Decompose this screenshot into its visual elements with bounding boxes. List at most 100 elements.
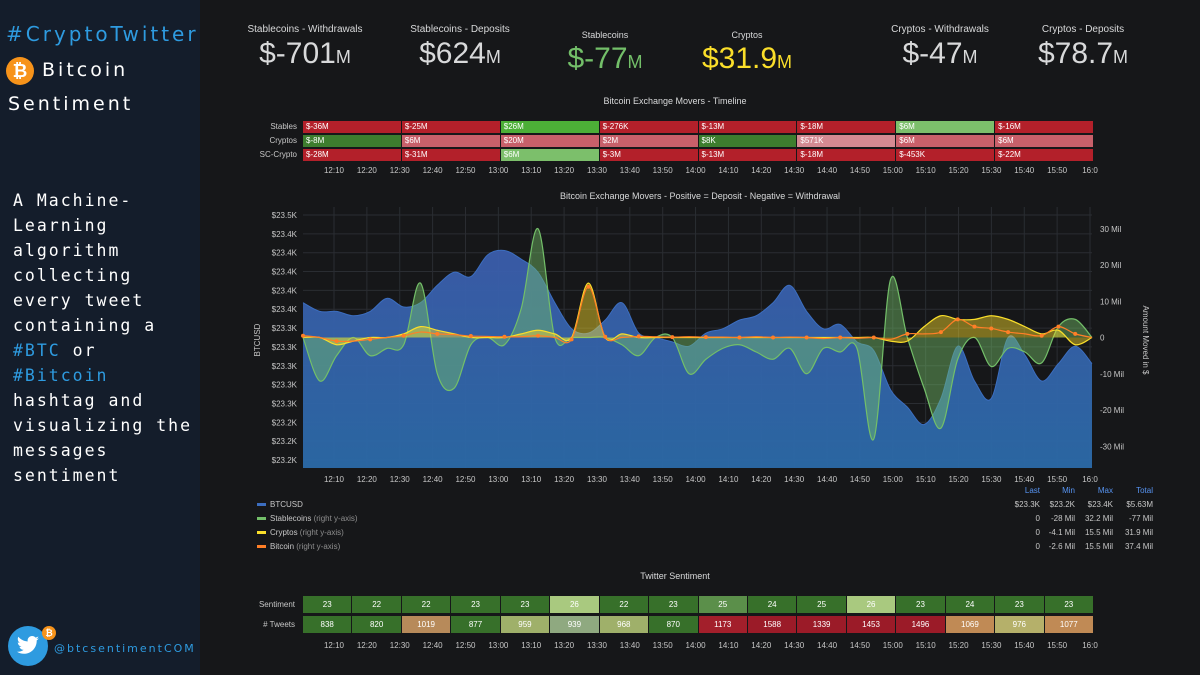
timeline-cell[interactable]: $-453K [896, 149, 996, 161]
timeline-cell[interactable]: $6M [896, 121, 996, 133]
legend-value: 15.5 Mil [1084, 542, 1113, 551]
sentiment-tick-label: 14:00 [685, 641, 706, 650]
timeline-cell[interactable]: $26M [500, 121, 600, 133]
y-tick-label: $23.4K [272, 305, 298, 314]
sentiment-row-label: # Tweets [263, 620, 295, 629]
sentiment-tick-label: 12:50 [455, 641, 476, 650]
timeline-cell[interactable]: $-22M [995, 149, 1094, 161]
timeline-tick-label: 14:00 [685, 166, 706, 175]
sentiment-cell[interactable]: 23 [500, 596, 551, 613]
twitter-handle[interactable]: @btcsentimentCOM [54, 642, 196, 655]
legend-swatch [257, 503, 266, 507]
legend-item-cryptos[interactable]: Cryptos (right y-axis) [257, 528, 344, 537]
sentiment-cell[interactable]: 23 [995, 596, 1045, 613]
sentiment-cell[interactable]: 23 [896, 596, 946, 613]
sentiment-cell[interactable]: 1339 [797, 616, 847, 633]
sentiment-cell[interactable]: 1019 [401, 616, 452, 633]
timeline-cell[interactable]: $6M [995, 135, 1094, 147]
sentiment-cell[interactable]: 959 [500, 616, 551, 633]
sentiment-cell[interactable]: 23 [649, 596, 699, 613]
sentiment-tick-label: 12:20 [356, 641, 377, 650]
stat-stablecoins-withdrawals: Stablecoins - Withdrawals $-701M [235, 24, 375, 76]
timeline-cell[interactable]: $6M [500, 149, 600, 161]
legend-item-stablecoins[interactable]: Stablecoins (right y-axis) [257, 514, 358, 523]
sentiment-cell[interactable]: 25 [797, 596, 847, 613]
timeline-tick-label: 13:30 [586, 166, 607, 175]
sentiment-cell[interactable]: 1077 [1044, 616, 1094, 633]
stat-label: Cryptos [731, 30, 763, 40]
sentiment-cell[interactable]: 877 [451, 616, 501, 633]
sentiment-cell[interactable]: 22 [599, 596, 650, 613]
timeline-tick-label: 12:30 [389, 166, 410, 175]
sentiment-cell[interactable]: 26 [550, 596, 600, 613]
sentiment-cell[interactable]: 24 [747, 596, 798, 613]
timeline-cell[interactable]: $-31M [401, 149, 501, 161]
y2-tick-label: -10 Mil [1100, 370, 1124, 379]
sentiment-cell[interactable]: 838 [303, 616, 353, 633]
bitcoin-point [703, 335, 708, 340]
sentiment-tick-label: 14:50 [849, 641, 870, 650]
timeline-cell[interactable]: $2M [599, 135, 699, 147]
timeline-cell[interactable]: $6M [896, 135, 996, 147]
sentiment-cell[interactable]: 26 [846, 596, 897, 613]
stat-value: $31.9M [701, 42, 793, 75]
timeline-cell[interactable]: $-13M [698, 121, 798, 133]
timeline-cell[interactable]: $20M [500, 135, 600, 147]
bitcoin-point [586, 284, 591, 289]
timeline-cell[interactable]: $-36M [303, 121, 402, 133]
stat-value: $-47M [902, 37, 978, 70]
legend-item-bitcoin[interactable]: Bitcoin (right y-axis) [257, 542, 340, 551]
stat-value: $-701M [259, 37, 351, 70]
timeline-cell[interactable]: $-25M [401, 121, 501, 133]
x-tick-label: 14:30 [784, 475, 805, 484]
bitcoin-point [502, 334, 507, 339]
sentiment-cell[interactable]: 22 [352, 596, 402, 613]
sentiment-cell[interactable]: 24 [945, 596, 996, 613]
timeline-cell[interactable]: $8K [698, 135, 798, 147]
sentiment-tick-label: 14:40 [817, 641, 838, 650]
twitter-bird-icon[interactable] [8, 626, 48, 666]
timeline-cell[interactable]: $-18M [797, 149, 897, 161]
sentiment-cell[interactable]: 976 [995, 616, 1045, 633]
sentiment-tick-label: 13:30 [586, 641, 607, 650]
sentiment-cell[interactable]: 23 [451, 596, 501, 613]
y2-tick-label: 0 [1100, 334, 1105, 343]
legend-value: -4.1 Mil [1048, 528, 1075, 537]
sentiment-cell[interactable]: 968 [599, 616, 650, 633]
timeline-cell[interactable]: $-16M [995, 121, 1094, 133]
legend-header-max[interactable]: Max [1097, 486, 1113, 495]
timeline-cell[interactable]: $-18M [797, 121, 897, 133]
sentiment-cell[interactable]: 1453 [846, 616, 897, 633]
legend-item-btcusd[interactable]: BTCUSD [257, 500, 303, 509]
timeline-tick-label: 12:40 [422, 166, 443, 175]
sentiment-cell[interactable]: 939 [550, 616, 600, 633]
timeline-cell[interactable]: $-276K [599, 121, 699, 133]
sentiment-cell[interactable]: 1173 [698, 616, 748, 633]
timeline-tick-label: 16:0 [1082, 166, 1098, 175]
series-line-bitcoin [302, 286, 1093, 344]
timeline-cell[interactable]: $-28M [303, 149, 402, 161]
sentiment-cell[interactable]: 1588 [747, 616, 798, 633]
sentiment-cell[interactable]: 1069 [945, 616, 996, 633]
sentiment-cell[interactable]: 23 [303, 596, 353, 613]
legend-header-min[interactable]: Min [1062, 486, 1075, 495]
timeline-tick-label: 14:40 [817, 166, 838, 175]
timeline-cell[interactable]: $6M [401, 135, 501, 147]
sentiment-cell[interactable]: 23 [1044, 596, 1094, 613]
legend-header-last[interactable]: Last [1024, 486, 1040, 495]
sentiment-cell[interactable]: 1496 [896, 616, 946, 633]
sentiment-cell[interactable]: 22 [401, 596, 452, 613]
bitcoin-point [972, 324, 977, 329]
y2-tick-label: 10 Mil [1100, 297, 1122, 306]
timeline-cell[interactable]: $-8M [303, 135, 402, 147]
y-tick-label: $23.3K [272, 324, 298, 333]
timeline-cell[interactable]: $-3M [599, 149, 699, 161]
sentiment-cell[interactable]: 870 [649, 616, 699, 633]
legend-header-total[interactable]: Total [1136, 486, 1153, 495]
legend-value: 0 [1035, 514, 1040, 523]
timeline-cell[interactable]: $571K [797, 135, 897, 147]
sentiment-cell[interactable]: 25 [698, 596, 748, 613]
sentiment-cell[interactable]: 820 [352, 616, 402, 633]
timeline-cell[interactable]: $-13M [698, 149, 798, 161]
x-tick-label: 14:40 [817, 475, 838, 484]
